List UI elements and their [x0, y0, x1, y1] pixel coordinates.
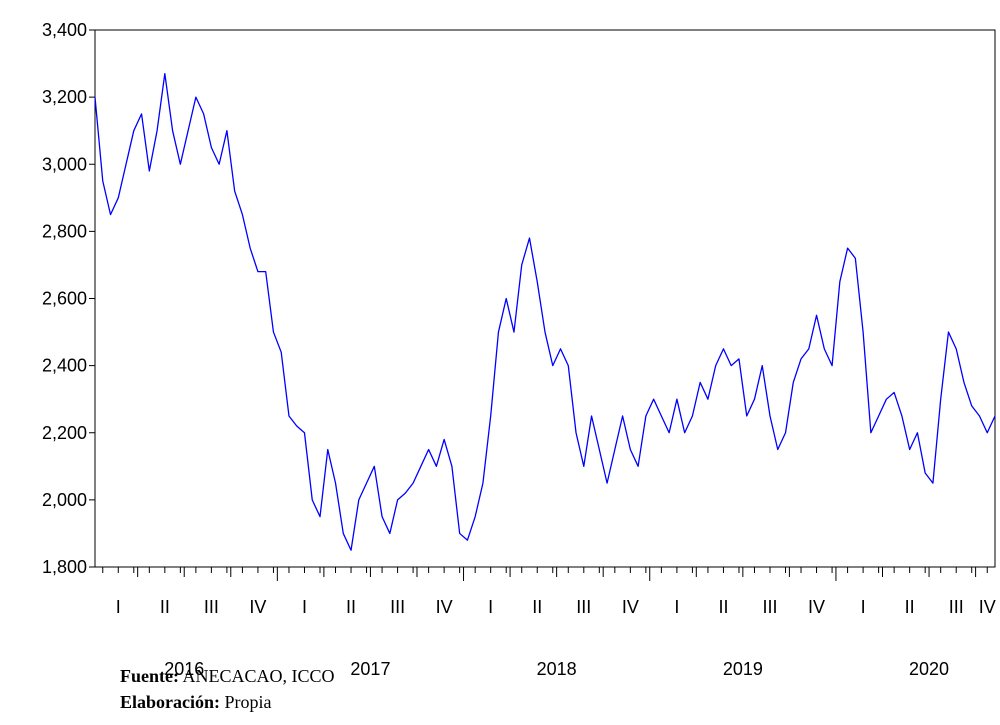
x-tick-label: II — [718, 597, 728, 617]
author-label: Elaboración: — [120, 692, 220, 712]
year-label: 2020 — [909, 659, 949, 679]
source: ANECACAO, ICCO — [183, 666, 335, 686]
y-tick-label: 3,200 — [42, 87, 87, 107]
y-tick-label: 3,400 — [42, 20, 87, 40]
x-tick-label: I — [116, 597, 121, 617]
source-label: Fuente: — [120, 666, 179, 686]
x-tick-label: IV — [808, 597, 825, 617]
x-tick-label: II — [160, 597, 170, 617]
y-tick-label: 1,800 — [42, 557, 87, 577]
x-tick-label: IV — [436, 597, 453, 617]
x-tick-label: III — [576, 597, 591, 617]
x-tick-label: IV — [979, 597, 996, 617]
x-tick-label: I — [302, 597, 307, 617]
x-tick-label: III — [390, 597, 405, 617]
x-tick-label: I — [674, 597, 679, 617]
y-tick-label: 2,400 — [42, 356, 87, 376]
x-tick-label: I — [488, 597, 493, 617]
x-tick-label: III — [204, 597, 219, 617]
x-tick-label: III — [949, 597, 964, 617]
x-tick-label: II — [346, 597, 356, 617]
x-tick-label: II — [532, 597, 542, 617]
price-line — [94, 72, 996, 551]
x-tick-label: IV — [622, 597, 639, 617]
author: Propia — [225, 692, 272, 712]
year-label: 2019 — [723, 659, 763, 679]
x-tick-label: III — [762, 597, 777, 617]
y-tick-label: 3,000 — [42, 154, 87, 174]
year-label: 2018 — [537, 659, 577, 679]
x-tick-label: II — [905, 597, 915, 617]
year-label: 2016 — [164, 659, 204, 679]
y-tick-label: 2,200 — [42, 423, 87, 443]
y-tick-label: 2,800 — [42, 221, 87, 241]
x-tick-label: I — [861, 597, 866, 617]
y-tick-label: 2,000 — [42, 490, 87, 510]
year-label: 2017 — [350, 659, 390, 679]
author-note: Elaboración: Propia — [120, 692, 272, 712]
x-tick-label: IV — [249, 597, 266, 617]
source-note: Fuente: ANECACAO, ICCO — [120, 666, 335, 686]
y-tick-label: 2,600 — [42, 289, 87, 309]
